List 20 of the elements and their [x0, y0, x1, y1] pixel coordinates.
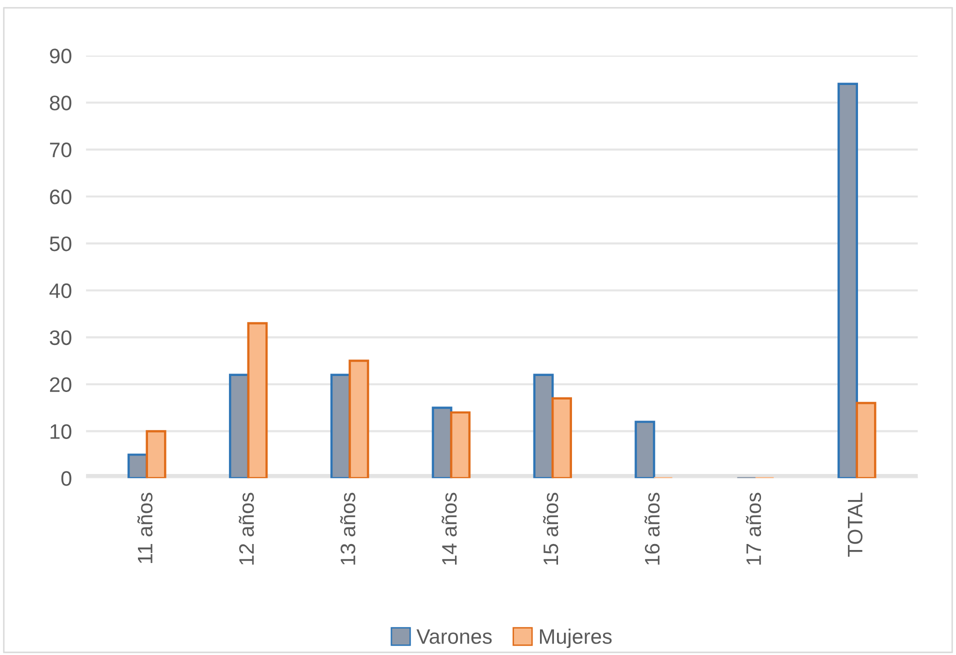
y-tick-label: 10	[50, 424, 72, 439]
y-tick-label: 90	[50, 48, 72, 64]
x-tick-label: 13 años	[340, 492, 356, 565]
x-tick-label: 15 años	[543, 492, 558, 565]
x-tick-label: 16 años	[644, 492, 660, 565]
x-tick-label: 17 años	[746, 492, 762, 565]
legend-label: Mujeres	[540, 628, 612, 648]
y-tick-label: 20	[50, 377, 72, 392]
legend-label: Varones	[416, 629, 492, 644]
x-tick-label: 11 años	[137, 492, 152, 564]
y-tick-label: 40	[49, 283, 72, 298]
x-tick-label: 12 años	[238, 492, 254, 565]
y-tick-label: 80	[50, 96, 72, 110]
x-tick-label: TOTAL	[848, 492, 862, 557]
y-tick-label: 30	[50, 330, 72, 346]
y-tick-label: 60	[50, 190, 72, 204]
x-tick-label: 14 años	[442, 492, 457, 565]
y-tick-label: 0	[61, 471, 72, 486]
y-tick-label: 70	[50, 142, 72, 158]
y-tick-label: 50	[50, 236, 72, 252]
